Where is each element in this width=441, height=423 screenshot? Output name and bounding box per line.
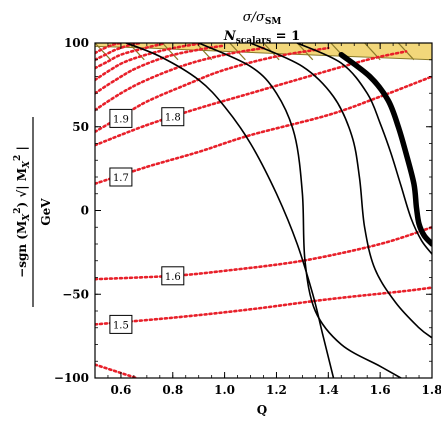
contour-label-box — [161, 107, 185, 127]
y-tick-label: 0 — [81, 204, 89, 218]
y-tick-label: −100 — [54, 371, 89, 385]
black-contour-layer — [125, 43, 432, 378]
contour-label-box — [109, 314, 133, 334]
contour-label-box — [161, 266, 185, 286]
contour-label-layer: 1.5 1.6 1.7 1.8 1.9 — [109, 107, 185, 334]
red-contour-line — [95, 286, 432, 326]
red-contour-line — [95, 44, 226, 95]
contour-label: 1.8 — [165, 113, 181, 124]
contour-label-box — [109, 108, 133, 128]
x-tick-label: 1.0 — [214, 383, 235, 397]
x-tick-label: 1.8 — [422, 383, 441, 397]
red-contour-line — [95, 43, 200, 82]
black-contour-line — [296, 43, 432, 255]
axis-tick-layer: 0.6 0.8 1.0 1.2 1.4 1.6 1.8 −100 −50 0 50 100 — [54, 36, 441, 397]
hatch-line — [161, 43, 179, 61]
x-tick-label: 0.8 — [162, 383, 183, 397]
contour-label: 1.9 — [113, 114, 129, 125]
y-tick-label: 50 — [72, 120, 89, 134]
x-tick-label: 1.4 — [318, 383, 339, 397]
thick-black-contour — [338, 51, 432, 247]
red-contour-line — [95, 43, 143, 62]
x-tick-label: 1.6 — [370, 383, 391, 397]
black-contour-line — [197, 43, 402, 378]
svg-text:−sgn (MX2) √| MX2 |: −sgn (MX2) √| MX2 | — [13, 146, 32, 278]
red-contour-line — [95, 43, 164, 70]
chart-title-line1: σ/σSM — [243, 10, 282, 27]
x-tick-label: 1.2 — [266, 383, 287, 397]
red-contour-line — [95, 226, 432, 281]
red-contour-line — [95, 50, 408, 147]
red-contour-line — [95, 46, 265, 112]
black-contour-line — [249, 43, 432, 339]
contour-label: 1.7 — [113, 173, 129, 184]
contour-label: 1.5 — [113, 320, 129, 331]
y-tick-label: −50 — [62, 287, 89, 301]
y-tick-label: 100 — [64, 36, 89, 50]
contour-label: 1.6 — [165, 272, 181, 283]
red-contour-line — [95, 363, 138, 378]
y-axis-unit: GeV — [39, 198, 53, 226]
hatch-line — [95, 43, 112, 61]
hatch-line — [431, 43, 432, 44]
red-contour-line — [95, 75, 432, 185]
y-axis-label: −sgn (MX2) √| MX2 | GeV — [13, 117, 53, 307]
x-tick-label: 0.6 — [110, 383, 131, 397]
x-axis-label: Q — [257, 403, 267, 417]
contour-label-box — [109, 167, 133, 187]
red-contour-layer — [95, 43, 432, 378]
chart-title-line2: Nscalars = 1 — [223, 29, 300, 46]
